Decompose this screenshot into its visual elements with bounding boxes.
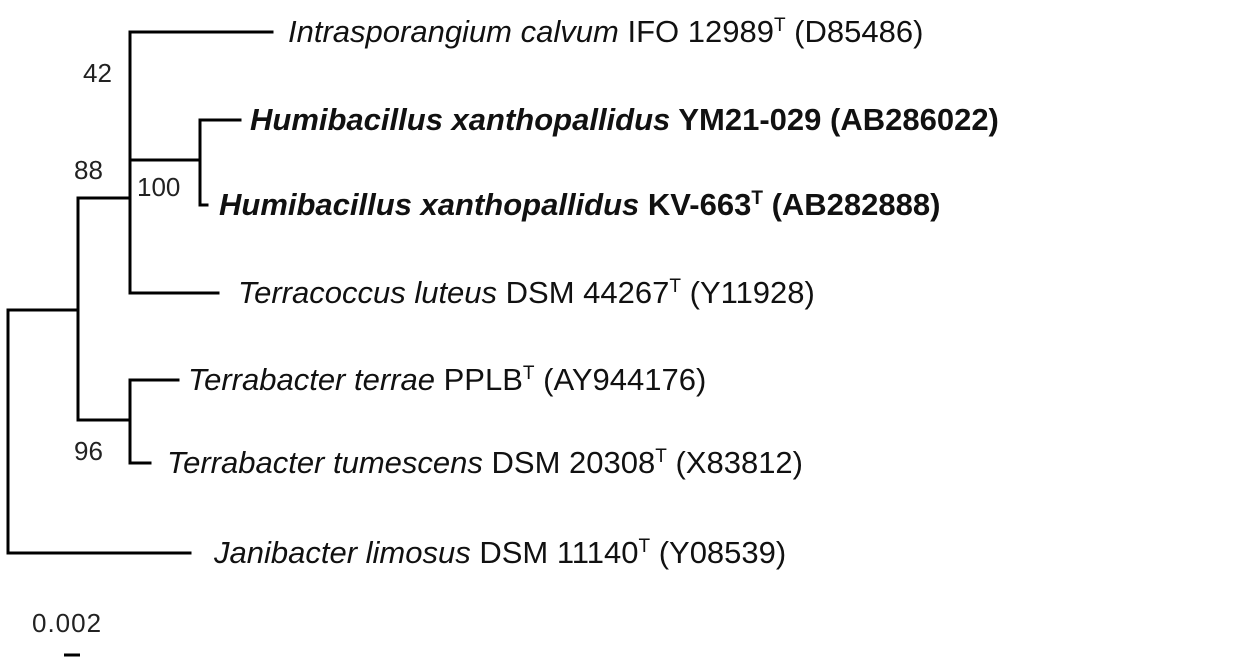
species-name: Intrasporangium calvum bbox=[288, 14, 619, 49]
taxon-label-terrabacter-tumescens: Terrabacter tumescens DSM 20308T (X83812… bbox=[167, 445, 803, 480]
strain-name: YM21-029 bbox=[678, 102, 821, 137]
taxon-label-janibacter-limosus: Janibacter limosus DSM 11140T (Y08539) bbox=[213, 535, 786, 570]
species-name: Humibacillus xanthopallidus bbox=[219, 187, 639, 222]
scale-bar-group: 0.002 bbox=[32, 608, 102, 657]
species-name: Humibacillus xanthopallidus bbox=[250, 102, 670, 137]
accession-number: (AY944176) bbox=[543, 362, 706, 397]
taxon-label-intrasporangium-calvum: Intrasporangium calvum IFO 12989T (D8548… bbox=[288, 14, 923, 49]
strain-name: DSM 44267 bbox=[506, 275, 670, 310]
accession-number: (Y08539) bbox=[659, 535, 787, 570]
bootstrap-88: 88 bbox=[74, 155, 103, 185]
type-strain-mark: T bbox=[655, 446, 667, 467]
type-strain-mark: T bbox=[751, 188, 763, 209]
species-name: Janibacter limosus bbox=[213, 535, 471, 570]
bootstrap-values: 42 100 88 96 bbox=[74, 58, 180, 466]
species-name: Terrabacter tumescens bbox=[167, 445, 483, 480]
bootstrap-42: 42 bbox=[83, 58, 112, 88]
branch-root bbox=[6, 308, 192, 555]
type-strain-mark: T bbox=[669, 276, 681, 297]
accession-number: (Y11928) bbox=[690, 275, 815, 310]
taxon-labels: Intrasporangium calvum IFO 12989T (D8548… bbox=[167, 14, 999, 570]
strain-name: PPLB bbox=[444, 362, 523, 397]
scale-bar-label: 0.002 bbox=[32, 608, 102, 638]
accession-number: (D85486) bbox=[794, 14, 923, 49]
strain-name: DSM 20308 bbox=[492, 445, 656, 480]
species-name: Terracoccus luteus bbox=[238, 275, 497, 310]
type-strain-mark: T bbox=[774, 15, 786, 36]
strain-name: IFO 12989 bbox=[627, 14, 773, 49]
taxon-label-humibacillus-kv-663: Humibacillus xanthopallidus KV-663T (AB2… bbox=[219, 187, 940, 222]
accession-number: (AB286022) bbox=[830, 102, 999, 137]
accession-number: (X83812) bbox=[675, 445, 803, 480]
accession-number: (AB282888) bbox=[772, 187, 941, 222]
tree-branches bbox=[6, 30, 274, 555]
type-strain-mark: T bbox=[638, 536, 650, 557]
taxon-label-terrabacter-terrae: Terrabacter terrae PPLBT (AY944176) bbox=[188, 362, 706, 397]
taxon-label-humibacillus-ym21-029: Humibacillus xanthopallidus YM21-029 (AB… bbox=[250, 102, 999, 137]
taxon-label-terracoccus-luteus: Terracoccus luteus DSM 44267T (Y11928) bbox=[238, 275, 815, 310]
bootstrap-100: 100 bbox=[137, 172, 180, 202]
strain-name: DSM 11140 bbox=[479, 535, 638, 570]
type-strain-mark: T bbox=[523, 363, 535, 384]
bootstrap-96: 96 bbox=[74, 436, 103, 466]
species-name: Terrabacter terrae bbox=[188, 362, 435, 397]
strain-name: KV-663 bbox=[648, 187, 751, 222]
